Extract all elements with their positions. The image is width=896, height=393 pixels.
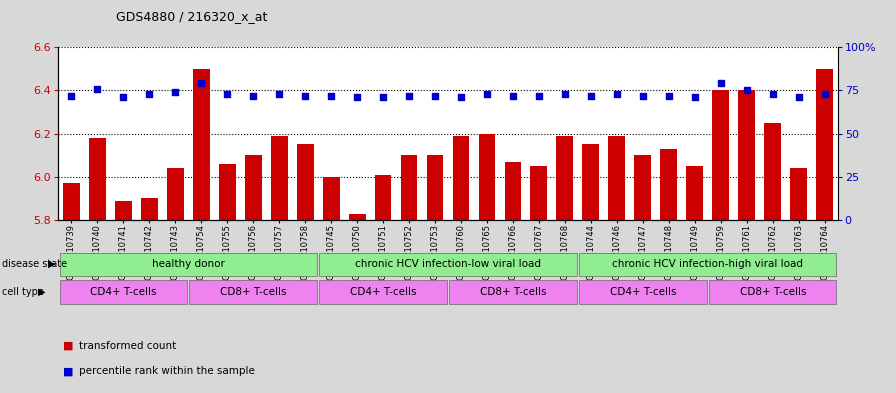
Text: CD4+ T-cells: CD4+ T-cells: [609, 287, 676, 297]
Point: [401, 92, 416, 99]
Bar: [349, 213, 366, 220]
Bar: [764, 123, 781, 220]
Point: [584, 92, 599, 99]
Bar: [660, 149, 677, 220]
Bar: [245, 155, 262, 220]
Bar: [582, 144, 599, 220]
Point: [90, 86, 104, 92]
FancyBboxPatch shape: [59, 253, 317, 276]
Point: [532, 92, 547, 99]
Point: [428, 92, 443, 99]
Point: [713, 80, 728, 86]
Point: [765, 91, 780, 97]
Bar: [63, 183, 80, 220]
Text: chronic HCV infection-low viral load: chronic HCV infection-low viral load: [355, 259, 541, 269]
Text: CD4+ T-cells: CD4+ T-cells: [90, 287, 157, 297]
Bar: [712, 90, 729, 220]
Text: disease state: disease state: [2, 259, 67, 269]
Bar: [790, 168, 807, 220]
Bar: [504, 162, 521, 220]
Point: [168, 89, 183, 95]
Bar: [401, 155, 418, 220]
FancyBboxPatch shape: [579, 253, 837, 276]
Point: [661, 92, 676, 99]
Text: GDS4880 / 216320_x_at: GDS4880 / 216320_x_at: [116, 10, 268, 23]
Point: [142, 91, 157, 97]
Bar: [556, 136, 573, 220]
FancyBboxPatch shape: [709, 280, 837, 303]
Text: healthy donor: healthy donor: [151, 259, 225, 269]
Point: [297, 92, 313, 99]
Bar: [193, 69, 210, 220]
Point: [272, 91, 287, 97]
Bar: [530, 166, 547, 220]
Point: [349, 94, 364, 101]
FancyBboxPatch shape: [319, 253, 577, 276]
FancyBboxPatch shape: [189, 280, 317, 303]
FancyBboxPatch shape: [579, 280, 707, 303]
Bar: [426, 155, 444, 220]
Text: ▶: ▶: [48, 259, 56, 269]
Point: [740, 87, 754, 94]
Bar: [219, 164, 236, 220]
Point: [324, 92, 339, 99]
Point: [220, 91, 235, 97]
Point: [817, 91, 831, 97]
Bar: [686, 166, 703, 220]
Text: cell type: cell type: [2, 286, 44, 297]
Point: [635, 92, 650, 99]
Point: [505, 92, 520, 99]
Text: percentile rank within the sample: percentile rank within the sample: [79, 366, 254, 376]
Point: [246, 92, 260, 99]
Point: [480, 91, 495, 97]
Bar: [634, 155, 651, 220]
Bar: [89, 138, 106, 220]
Point: [116, 94, 131, 101]
Point: [376, 94, 391, 101]
Text: chronic HCV infection-high viral load: chronic HCV infection-high viral load: [612, 259, 804, 269]
Point: [609, 91, 624, 97]
Bar: [375, 174, 392, 220]
Bar: [478, 134, 495, 220]
Text: transformed count: transformed count: [79, 341, 177, 351]
Text: ▶: ▶: [38, 286, 45, 297]
Text: CD4+ T-cells: CD4+ T-cells: [349, 287, 417, 297]
Point: [792, 94, 806, 101]
Text: ■: ■: [63, 366, 73, 376]
Text: CD8+ T-cells: CD8+ T-cells: [739, 287, 806, 297]
Text: CD8+ T-cells: CD8+ T-cells: [220, 287, 287, 297]
Point: [687, 94, 702, 101]
Point: [194, 80, 209, 86]
Bar: [141, 198, 158, 220]
Point: [65, 92, 79, 99]
Bar: [297, 144, 314, 220]
FancyBboxPatch shape: [319, 280, 447, 303]
Text: CD8+ T-cells: CD8+ T-cells: [479, 287, 547, 297]
Bar: [323, 177, 340, 220]
Point: [454, 94, 469, 101]
Bar: [738, 90, 755, 220]
Bar: [452, 136, 470, 220]
Bar: [608, 136, 625, 220]
Bar: [115, 200, 132, 220]
Bar: [167, 168, 184, 220]
Point: [557, 91, 572, 97]
Bar: [271, 136, 288, 220]
Bar: [816, 69, 833, 220]
Text: ■: ■: [63, 341, 73, 351]
FancyBboxPatch shape: [59, 280, 187, 303]
FancyBboxPatch shape: [449, 280, 577, 303]
